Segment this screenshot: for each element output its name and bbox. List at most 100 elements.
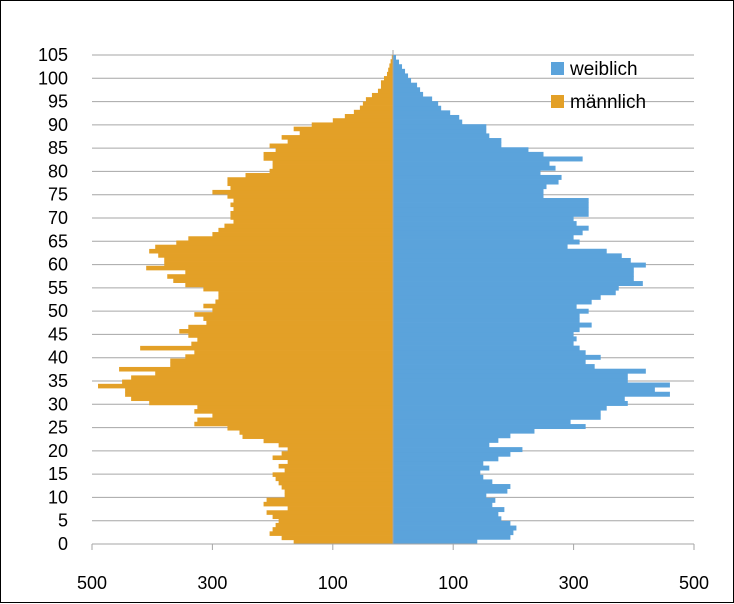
bar-maennlich (185, 282, 393, 288)
bar-maennlich (194, 409, 393, 414)
legend: weiblich männlich (551, 59, 646, 113)
bar-weiblich (393, 262, 646, 268)
bar-weiblich (393, 55, 397, 60)
bar-weiblich (393, 373, 628, 379)
bar-weiblich (393, 124, 487, 130)
y-tick-label: 50 (48, 301, 68, 321)
bar-weiblich (393, 331, 574, 337)
bar-weiblich (393, 428, 535, 434)
bar-weiblich (393, 198, 589, 203)
bar-weiblich (393, 465, 490, 471)
bar-maennlich (227, 194, 393, 199)
bar-maennlich (170, 362, 393, 368)
bar-weiblich (393, 151, 544, 157)
bar-weiblich (393, 253, 622, 259)
bar-weiblich (393, 294, 601, 300)
bar-weiblich (393, 165, 556, 171)
y-tick-label: 40 (48, 348, 68, 368)
bar-weiblich (393, 502, 493, 508)
bar-weiblich (393, 433, 511, 439)
bar-maennlich (191, 341, 393, 347)
bar-weiblich (393, 442, 490, 448)
y-tick-label: 70 (48, 208, 68, 228)
bar-maennlich (119, 366, 393, 372)
bar-weiblich (393, 234, 574, 240)
bar-weiblich (393, 474, 484, 480)
bar-maennlich (206, 320, 393, 326)
bar-maennlich (391, 55, 393, 60)
bar-weiblich (393, 114, 460, 120)
bar-maennlich (233, 198, 393, 203)
bar-weiblich (393, 364, 595, 370)
bar-weiblich (393, 511, 499, 517)
bar-weiblich (393, 359, 586, 365)
bar-maennlich (122, 379, 393, 385)
bar-maennlich (212, 307, 393, 313)
bar-maennlich (131, 396, 393, 402)
bar-weiblich (393, 304, 577, 310)
bar-maennlich (389, 63, 393, 68)
bar-maennlich (311, 122, 393, 128)
bar-maennlich (125, 392, 394, 397)
x-tick-label: 500 (679, 573, 709, 593)
bar-maennlich (275, 147, 393, 153)
bar-maennlich (242, 434, 393, 439)
bar-weiblich (393, 387, 655, 393)
bar-weiblich (393, 437, 499, 443)
y-tick-label: 10 (48, 487, 68, 507)
bar-maennlich (272, 527, 393, 532)
bar-weiblich (393, 202, 589, 208)
bar-weiblich (393, 91, 424, 97)
bar-weiblich (393, 382, 670, 388)
bar-weiblich (393, 207, 589, 213)
bar-maennlich (194, 350, 393, 355)
bar-weiblich (393, 225, 589, 231)
bar-weiblich (393, 484, 511, 489)
bar-weiblich (393, 87, 421, 93)
bar-maennlich (230, 185, 393, 191)
bar-weiblich (393, 451, 511, 457)
bar-weiblich (393, 73, 409, 79)
bar-maennlich (281, 451, 393, 456)
bar-maennlich (332, 118, 393, 123)
bar-maennlich (266, 510, 393, 515)
bar-weiblich (393, 96, 433, 102)
bar-weiblich (393, 419, 571, 425)
bar-maennlich (278, 442, 393, 448)
bar-maennlich (383, 76, 393, 81)
bar-weiblich (393, 405, 607, 411)
bar-maennlich (287, 459, 393, 465)
bars-weiblich (393, 55, 670, 545)
bar-weiblich (393, 368, 646, 374)
bar-maennlich (233, 206, 393, 212)
bar-maennlich (185, 354, 393, 359)
bar-maennlich (287, 506, 393, 511)
bar-maennlich (263, 501, 393, 507)
y-tick-label: 20 (48, 441, 68, 461)
y-tick-label: 55 (48, 278, 68, 298)
bar-weiblich (393, 322, 592, 328)
bar-weiblich (393, 119, 463, 125)
bar-maennlich (197, 404, 393, 410)
bar-weiblich (393, 68, 406, 74)
bar-maennlich (386, 71, 393, 77)
bar-maennlich (164, 257, 393, 262)
y-tick-label: 80 (48, 161, 68, 181)
y-tick-label: 95 (48, 92, 68, 112)
bar-maennlich (284, 489, 393, 494)
y-tick-label: 5 (58, 511, 68, 531)
bar-maennlich (194, 312, 393, 317)
bar-maennlich (230, 210, 393, 216)
bar-weiblich (393, 317, 580, 323)
bar-weiblich (393, 257, 631, 263)
bar-weiblich (393, 216, 574, 222)
bar-maennlich (173, 278, 393, 283)
bar-maennlich (281, 484, 393, 490)
bar-maennlich (227, 177, 393, 182)
bar-weiblich (393, 230, 583, 236)
legend-swatch-maennlich (551, 95, 564, 108)
bar-weiblich (393, 105, 442, 111)
bar-weiblich (393, 179, 559, 185)
bar-maennlich (230, 202, 393, 208)
